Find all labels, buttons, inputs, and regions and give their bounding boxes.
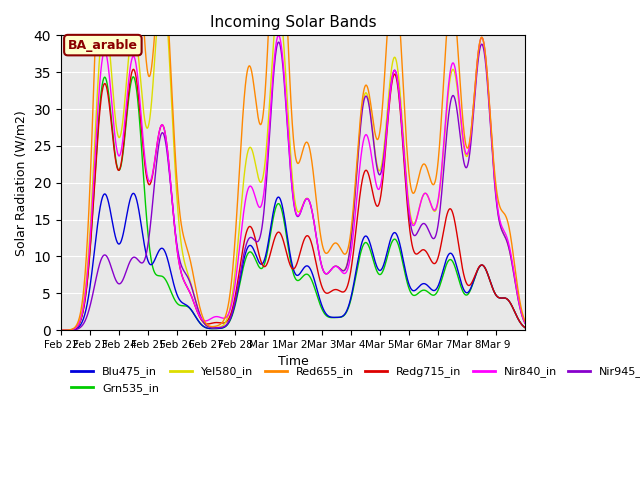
Title: Incoming Solar Bands: Incoming Solar Bands <box>210 15 376 30</box>
Legend: Blu475_in, Grn535_in, Yel580_in, Red655_in, Redg715_in, Nir840_in, Nir945_in: Blu475_in, Grn535_in, Yel580_in, Red655_… <box>67 362 640 398</box>
Y-axis label: Solar Radiation (W/m2): Solar Radiation (W/m2) <box>15 110 28 256</box>
Text: BA_arable: BA_arable <box>68 38 138 52</box>
X-axis label: Time: Time <box>278 355 308 369</box>
